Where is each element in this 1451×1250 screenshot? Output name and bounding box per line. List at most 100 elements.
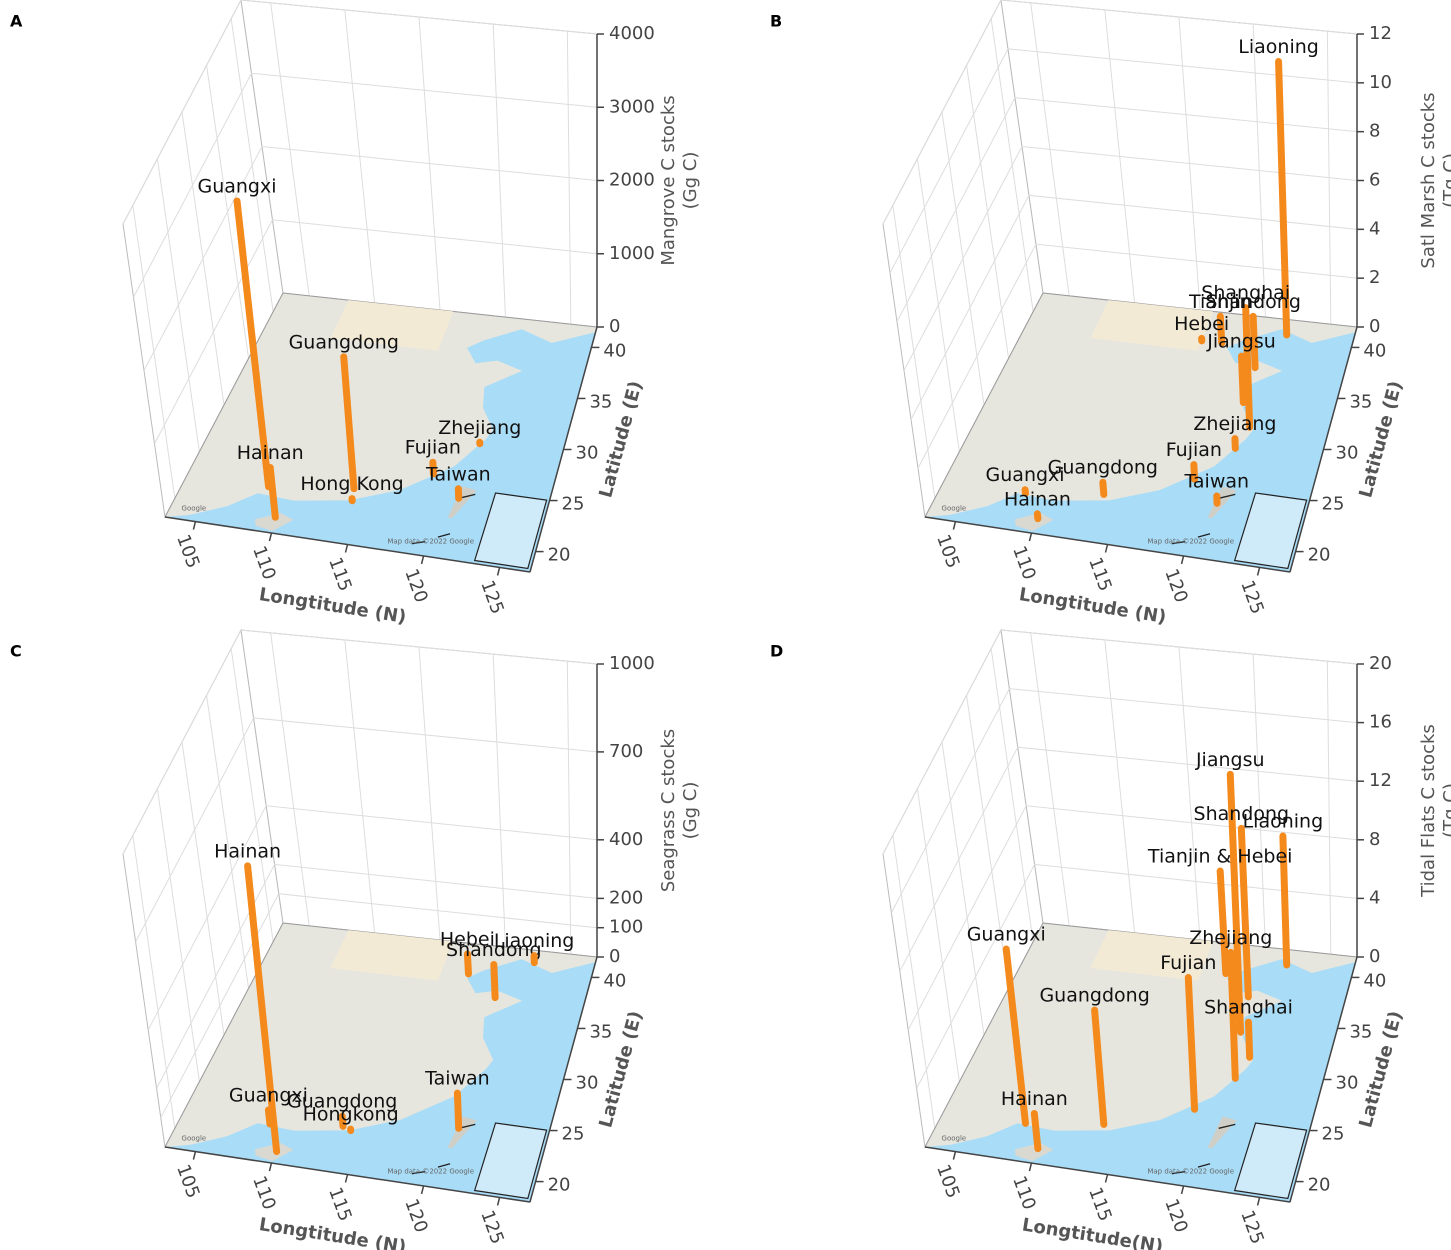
y-tick-label: 25 xyxy=(1322,1124,1345,1145)
map-logo: Google xyxy=(182,505,207,513)
bar-label: Shandong xyxy=(1205,291,1301,313)
z-axis-label: (Tg C) xyxy=(1440,153,1451,208)
panel-label: C xyxy=(10,642,22,661)
x-tick xyxy=(1182,556,1184,564)
map-attribution: Map data ©2022 Google xyxy=(387,537,474,545)
z-tick-label: 1000 xyxy=(609,653,655,674)
z-tick-label: 2 xyxy=(1369,267,1380,288)
back-wall xyxy=(1001,630,1357,957)
x-tick-label: 120 xyxy=(400,566,431,605)
x-tick xyxy=(193,522,195,530)
bar-label: Taiwan xyxy=(424,1068,490,1090)
x-tick-label: 125 xyxy=(1236,578,1267,617)
x-tick xyxy=(1029,533,1031,541)
y-tick-label: 25 xyxy=(562,1124,585,1145)
map-attribution: Map data ©2022 Google xyxy=(1147,1167,1234,1175)
x-tick-label: 125 xyxy=(476,1208,507,1247)
bar xyxy=(1242,356,1244,402)
y-tick-label: 40 xyxy=(603,340,626,361)
y-tick-label: 30 xyxy=(1336,1073,1359,1094)
x-tick xyxy=(346,1175,348,1183)
x-tick-label: 115 xyxy=(324,555,355,594)
z-tick-label: 12 xyxy=(1369,23,1392,44)
x-tick-label: 120 xyxy=(400,1196,431,1235)
x-tick-label: 125 xyxy=(476,578,507,617)
z-tick-label: 10 xyxy=(1369,72,1392,93)
x-tick xyxy=(269,1163,271,1171)
bar-label: Taiwan xyxy=(425,463,491,485)
y-tick-label: 35 xyxy=(1349,391,1372,412)
z-tick-label: 20 xyxy=(1369,653,1392,674)
y-tick-label: 25 xyxy=(562,494,585,515)
bar-label: Guangxi xyxy=(197,176,276,198)
bar xyxy=(494,965,495,998)
panel-label: D xyxy=(770,642,783,661)
x-tick xyxy=(953,1152,955,1160)
bar-label: Hainan xyxy=(1004,488,1071,510)
bar-label: Hainan xyxy=(237,442,304,464)
map-attribution: Map data ©2022 Google xyxy=(1147,537,1234,545)
z-tick-label: 3000 xyxy=(609,96,655,117)
y-tick-label: 25 xyxy=(1322,494,1345,515)
x-tick-label: 110 xyxy=(248,1173,279,1212)
bar-label: Hong Kong xyxy=(300,473,403,495)
z-tick-label: 8 xyxy=(1369,829,1380,850)
z-tick-label: 0 xyxy=(609,316,620,337)
z-axis-label: Tidal Flats C stocks xyxy=(1418,724,1439,898)
y-tick-label: 35 xyxy=(589,391,612,412)
x-tick xyxy=(422,556,424,564)
y-tick-label: 40 xyxy=(603,970,626,991)
x-tick-label: 115 xyxy=(324,1185,355,1224)
figure: A01000200030004000GoogleMap data ©2022 G… xyxy=(0,0,1451,1250)
y-tick-label: 40 xyxy=(1363,340,1386,361)
z-tick-label: 8 xyxy=(1369,121,1380,142)
z-axis-label: Mangrove C stocks xyxy=(658,95,679,265)
bar-label: Guangdong xyxy=(289,331,399,353)
z-tick-label: 200 xyxy=(609,887,643,908)
x-tick-label: 110 xyxy=(248,543,279,582)
bar-label: Shanghai xyxy=(1204,997,1293,1019)
z-tick-label: 700 xyxy=(609,741,643,762)
bar-label: Zhejiang xyxy=(438,417,521,439)
y-tick-label: 30 xyxy=(576,1073,599,1094)
x-axis-label: Longtitude (N) xyxy=(258,1214,408,1250)
z-tick-label: 0 xyxy=(609,946,620,967)
x-tick-label: 120 xyxy=(1160,1196,1191,1235)
bar xyxy=(1246,308,1250,428)
bar-label: Guangxi xyxy=(986,464,1065,486)
x-tick xyxy=(1106,1175,1108,1183)
y-tick-label: 30 xyxy=(1336,443,1359,464)
y-tick-label: 20 xyxy=(1308,545,1331,566)
x-tick xyxy=(1258,567,1260,575)
z-tick-label: 0 xyxy=(1369,316,1380,337)
bar-label: Liaoning xyxy=(1238,36,1319,58)
y-tick-label: 20 xyxy=(1308,1175,1331,1196)
bar-label: Tianjin & Hebei xyxy=(1147,846,1293,868)
bar-label: Hainan xyxy=(1001,1088,1068,1110)
z-tick-label: 12 xyxy=(1369,770,1392,791)
bar-label: Jiangsu xyxy=(1206,331,1276,353)
bar-label: Guangdong xyxy=(1039,985,1149,1007)
z-axis-label: (Tg C) xyxy=(1440,783,1451,838)
bar xyxy=(457,1093,458,1128)
bar xyxy=(1034,1113,1038,1148)
z-tick-label: 400 xyxy=(609,829,643,850)
bar xyxy=(1248,1022,1249,1057)
x-tick-label: 110 xyxy=(1008,543,1039,582)
bar-label: Guangxi xyxy=(967,924,1046,946)
z-tick-label: 6 xyxy=(1369,170,1380,191)
y-tick-label: 20 xyxy=(548,1175,571,1196)
z-axis-label: (Gg C) xyxy=(680,782,701,840)
bar-label: Jiangsu xyxy=(1195,749,1265,771)
x-tick-label: 105 xyxy=(932,1162,963,1201)
x-tick xyxy=(498,1197,500,1205)
z-axis-label: Seagrass C stocks xyxy=(658,729,679,892)
x-tick xyxy=(1258,1197,1260,1205)
x-tick-label: 105 xyxy=(172,532,203,571)
bar-label: Hainan xyxy=(214,840,281,862)
x-tick xyxy=(346,545,348,553)
bar-label: Zhejiang xyxy=(1189,927,1272,949)
